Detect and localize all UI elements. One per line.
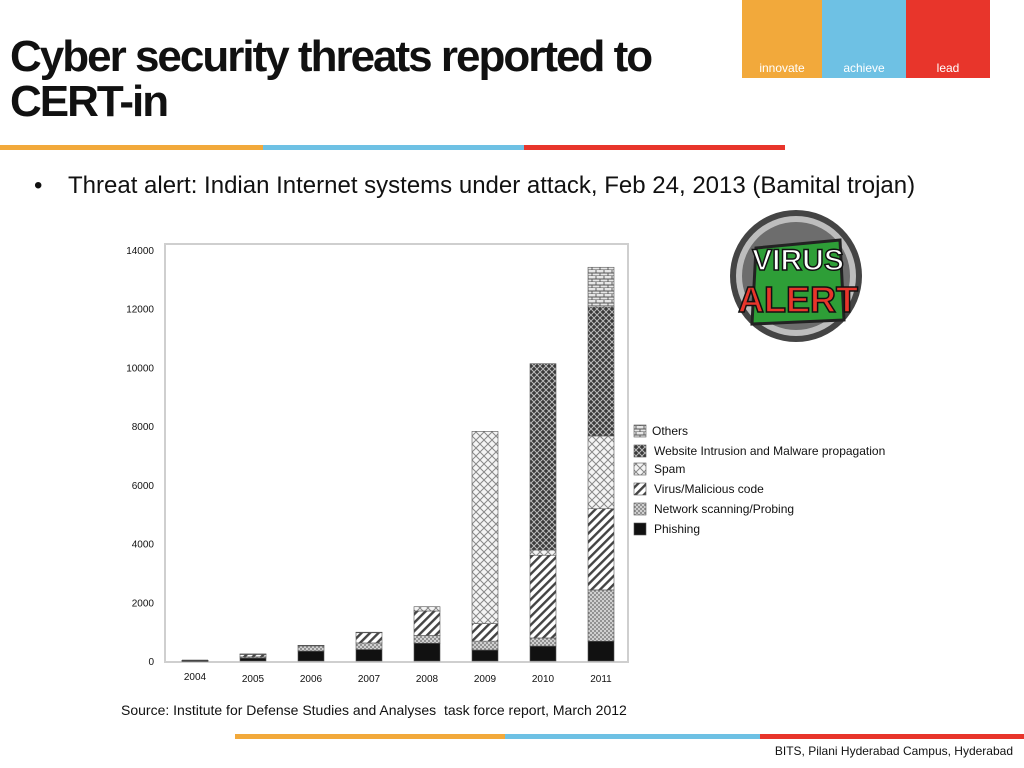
- source-caption: Source: Institute for Defense Studies an…: [121, 702, 627, 718]
- legend-swatch: [633, 502, 647, 516]
- bar-segment: [529, 645, 557, 662]
- bar-segment: [355, 642, 383, 650]
- y-tick-label: 8000: [132, 422, 155, 433]
- legend-swatch: [633, 444, 647, 458]
- bar-segment: [471, 623, 499, 642]
- x-tick-label: 2005: [242, 674, 265, 685]
- header-stripe-orange: [0, 145, 263, 150]
- bar-segment: [529, 363, 557, 551]
- bar-segment: [413, 635, 441, 644]
- chart-bars: [181, 266, 615, 662]
- bar-segment: [355, 649, 383, 662]
- legend-swatch: [633, 462, 647, 476]
- logo-label-lead: lead: [936, 61, 960, 75]
- x-tick-label: 2010: [532, 674, 555, 685]
- legend-label: Spam: [654, 462, 685, 476]
- legend-swatch: [633, 424, 647, 438]
- bar-segment: [529, 554, 557, 639]
- bar-segment: [355, 631, 383, 634]
- footer-stripe-orange: [235, 734, 505, 739]
- y-tick-label: 4000: [132, 540, 155, 551]
- bar-segment: [471, 649, 499, 662]
- x-tick-label: 2004: [184, 672, 207, 683]
- bar-segment: [471, 640, 499, 651]
- slide-title: Cyber security threats reported to CERT-…: [10, 32, 653, 126]
- x-tick-label: 2009: [474, 674, 497, 685]
- y-tick-label: 6000: [132, 481, 155, 492]
- bar-segment: [529, 637, 557, 647]
- bar-segment: [239, 657, 267, 662]
- bar-segment: [239, 653, 267, 655]
- bullet-text: Threat alert: Indian Internet systems un…: [68, 172, 916, 199]
- y-tick-label: 2000: [132, 598, 155, 609]
- bar-segment: [587, 640, 615, 662]
- header-stripe-blue: [263, 145, 524, 150]
- y-tick-label: 10000: [126, 363, 154, 374]
- logo-segment-achieve: achieve: [822, 0, 906, 78]
- legend-swatch: [633, 482, 647, 496]
- legend-label: Others: [652, 424, 688, 438]
- chart-frame: [164, 243, 629, 663]
- chart-y-axis: 0 2000 4000 6000 8000 10000 12000 14000: [126, 246, 154, 668]
- bar-segment: [413, 642, 441, 662]
- bar-segment: [587, 508, 615, 591]
- legend-label: Website Intrusion and Malware propagatio…: [654, 444, 885, 458]
- x-tick-label: 2007: [358, 674, 381, 685]
- y-tick-label: 0: [148, 657, 154, 668]
- bar-segment: [471, 431, 499, 624]
- x-tick-label: 2006: [300, 674, 323, 685]
- chart-x-axis: 2004 2005 2006 2007 2008 2009 2010 2011: [184, 672, 612, 685]
- legend-label: Network scanning/Probing: [654, 502, 794, 516]
- chart-legend: Others Website Intrusion and Malware prop…: [633, 424, 885, 536]
- bar-segment: [297, 645, 325, 652]
- footer-stripe-blue: [505, 734, 760, 739]
- legend-label: Virus/Malicious code: [654, 482, 764, 496]
- bar-segment: [587, 306, 615, 437]
- y-tick-label: 12000: [126, 305, 154, 316]
- bar-segment: [355, 632, 383, 644]
- badge-text-virus: VIRUS: [752, 244, 844, 277]
- bullet-marker: •: [34, 172, 43, 199]
- bar-segment: [413, 610, 441, 636]
- plot-area: [164, 243, 629, 663]
- logo-label-innovate: innovate: [759, 61, 805, 75]
- footer-stripe-red: [760, 734, 1024, 739]
- x-tick-label: 2011: [590, 674, 612, 685]
- legend-label: Phishing: [654, 522, 700, 536]
- badge-banner: [750, 238, 846, 326]
- header-stripe-red: [524, 145, 785, 150]
- virus-alert-icon: VIRUS ALERT: [730, 210, 862, 342]
- bar-segment: [297, 650, 325, 662]
- legend-swatch: [633, 522, 647, 536]
- logo-segment-innovate: innovate: [742, 0, 822, 78]
- bar-segment: [297, 644, 325, 647]
- footer-text: BITS, Pilani Hyderabad Campus, Hyderabad: [774, 744, 1013, 758]
- bar-segment: [413, 606, 441, 612]
- badge-text-alert: ALERT: [738, 279, 858, 320]
- logo-segment-lead: lead: [906, 0, 990, 78]
- y-tick-label: 14000: [126, 246, 154, 257]
- bar-segment: [529, 549, 557, 556]
- bar-segment: [587, 435, 615, 510]
- bar-segment: [587, 589, 615, 642]
- logo-label-achieve: achieve: [843, 61, 885, 75]
- x-tick-label: 2008: [416, 674, 439, 685]
- bar-segment: [587, 266, 615, 308]
